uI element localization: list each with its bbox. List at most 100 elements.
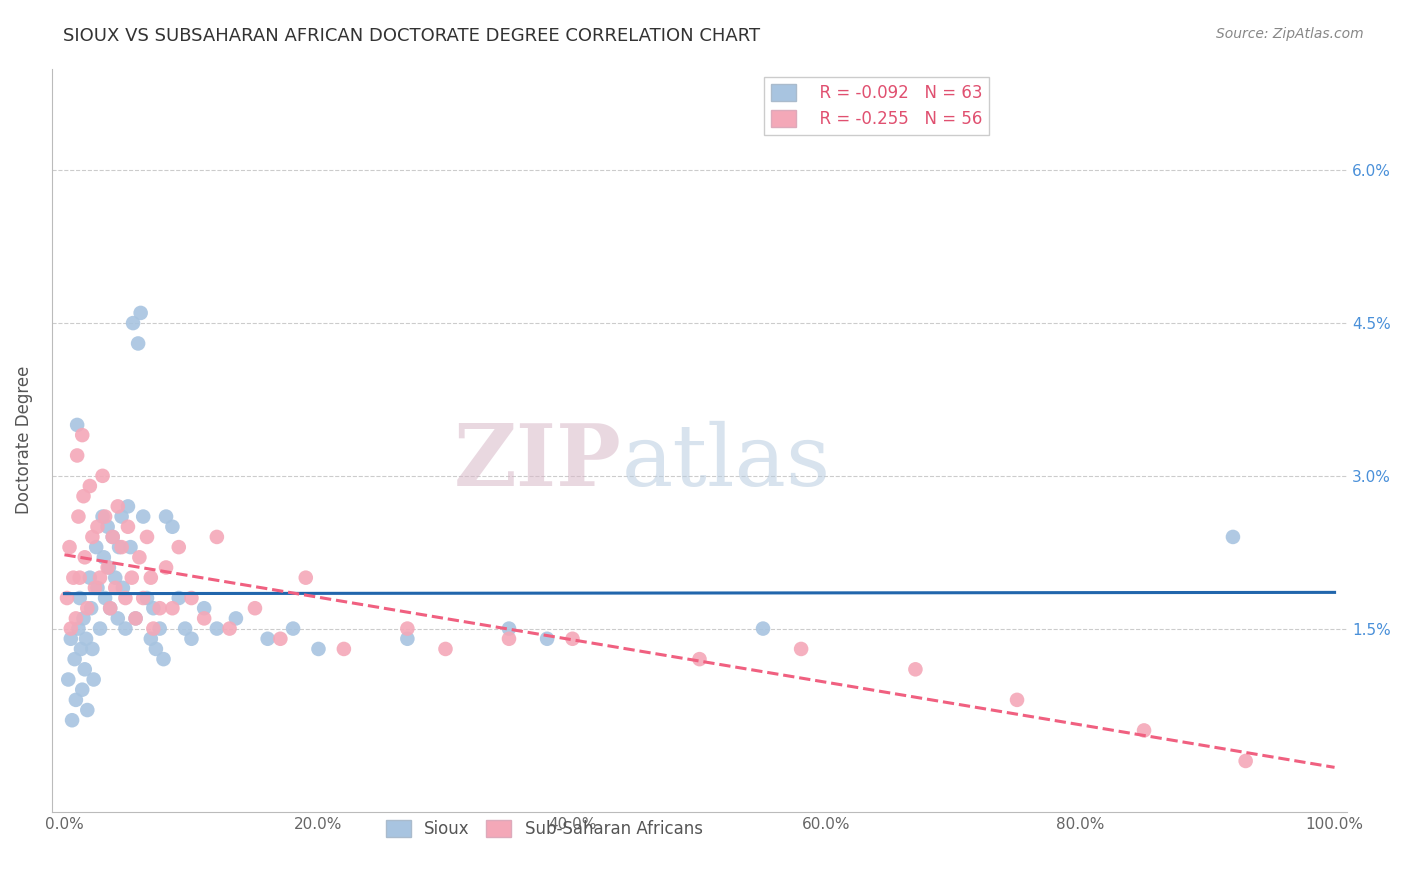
Point (294, 571, 316, 585)
Point (174, 622, 197, 636)
Point (59, 632, 82, 646)
Point (1133, 723, 1156, 738)
Point (269, 632, 291, 646)
Point (142, 601, 165, 615)
Point (139, 571, 162, 585)
Point (67, 622, 90, 636)
Point (167, 591, 190, 605)
Point (180, 591, 202, 605)
Point (84, 540, 107, 554)
Point (333, 642, 356, 657)
Point (281, 622, 304, 636)
Point (97, 520, 120, 534)
Point (904, 662, 927, 676)
Point (73, 662, 96, 676)
Point (104, 581, 127, 595)
Point (60, 713, 83, 727)
Point (72, 489, 94, 503)
Point (104, 571, 127, 585)
Point (121, 571, 143, 585)
Point (243, 601, 266, 615)
Point (69, 571, 91, 585)
Point (1222, 530, 1244, 544)
Point (136, 591, 159, 605)
Point (790, 642, 813, 657)
Point (205, 622, 228, 636)
Point (145, 642, 167, 657)
Point (225, 611, 247, 625)
Point (752, 622, 775, 636)
Point (97, 560, 120, 574)
Point (132, 591, 155, 605)
Point (76, 703, 98, 717)
Point (1005, 693, 1028, 707)
Point (91, 509, 114, 524)
Point (139, 632, 162, 646)
Point (308, 642, 330, 657)
Point (66, 417, 89, 432)
Point (122, 316, 145, 330)
Point (114, 591, 136, 605)
Point (75, 632, 97, 646)
Point (498, 632, 520, 646)
Point (65, 611, 87, 625)
Point (136, 530, 159, 544)
Point (89, 622, 111, 636)
Point (101, 530, 124, 544)
Point (127, 336, 149, 351)
Point (114, 622, 136, 636)
Point (62, 571, 84, 585)
Point (155, 509, 177, 524)
Point (93, 550, 115, 565)
Point (98, 601, 121, 615)
Point (59, 622, 82, 636)
Point (79, 479, 101, 493)
Point (152, 652, 174, 666)
Point (76, 601, 98, 615)
Point (66, 449, 89, 463)
Text: Source: ZipAtlas.com: Source: ZipAtlas.com (1216, 27, 1364, 41)
Point (124, 611, 146, 625)
Point (108, 540, 131, 554)
Point (107, 500, 129, 514)
Legend: Sioux, Sub-Saharan Africans: Sioux, Sub-Saharan Africans (378, 813, 709, 845)
Point (689, 652, 711, 666)
Point (129, 306, 152, 320)
Point (1234, 754, 1257, 768)
Point (117, 500, 139, 514)
Point (86, 581, 108, 595)
Y-axis label: Doctorate Degree: Doctorate Degree (15, 366, 32, 515)
Point (162, 601, 184, 615)
Point (132, 509, 155, 524)
Point (155, 560, 177, 574)
Point (69, 591, 91, 605)
Point (67, 509, 90, 524)
Point (167, 540, 190, 554)
Point (70, 642, 93, 657)
Point (97, 560, 120, 574)
Point (117, 520, 139, 534)
Point (128, 550, 150, 565)
Point (86, 520, 108, 534)
Point (205, 530, 228, 544)
Point (120, 540, 142, 554)
Point (63, 652, 86, 666)
Text: ZIP: ZIP (454, 420, 621, 505)
Point (396, 632, 419, 646)
Point (111, 581, 134, 595)
Point (536, 632, 558, 646)
Point (58, 673, 80, 687)
Point (142, 622, 165, 636)
Point (193, 601, 215, 615)
Point (101, 530, 124, 544)
Text: SIOUX VS SUBSAHARAN AFRICAN DOCTORATE DEGREE CORRELATION CHART: SIOUX VS SUBSAHARAN AFRICAN DOCTORATE DE… (63, 27, 761, 45)
Point (80, 601, 103, 615)
Point (84, 581, 107, 595)
Point (561, 632, 583, 646)
Point (94, 509, 117, 524)
Point (149, 601, 172, 615)
Text: atlas: atlas (621, 421, 831, 504)
Point (107, 611, 129, 625)
Point (89, 571, 111, 585)
Point (82, 530, 104, 544)
